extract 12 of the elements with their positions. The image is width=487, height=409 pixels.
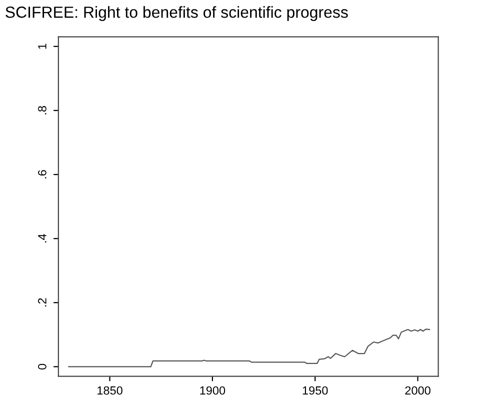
y-tick-label: .8	[38, 106, 46, 114]
y-tick-label: .2	[38, 298, 46, 306]
chart-title: SCIFREE: Right to benefits of scientific progress	[6, 6, 348, 22]
y-tick-label: 0	[38, 364, 46, 370]
y-tick-label: .6	[38, 170, 46, 178]
x-tick-label: 1850	[98, 386, 122, 395]
x-tick-label: 1950	[302, 386, 328, 395]
y-tick-label: 1	[38, 44, 46, 49]
x-tick-label: 2000	[405, 386, 430, 395]
x-tick-label: 1900	[200, 386, 226, 395]
line-series	[68, 328, 430, 368]
y-tick-label: .4	[38, 234, 46, 242]
